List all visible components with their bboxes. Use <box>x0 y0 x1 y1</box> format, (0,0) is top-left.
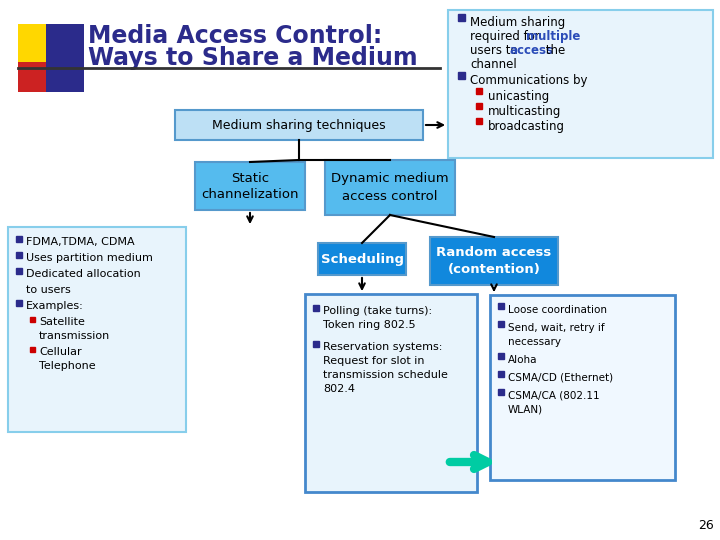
Text: Reservation systems:: Reservation systems: <box>323 342 442 352</box>
Text: Loose coordination: Loose coordination <box>508 305 607 315</box>
Text: Uses partition medium: Uses partition medium <box>26 253 153 263</box>
Text: Examples:: Examples: <box>26 301 84 311</box>
Text: 26: 26 <box>698 519 714 532</box>
Bar <box>305 294 477 492</box>
Bar <box>318 243 406 275</box>
Text: multicasting: multicasting <box>488 105 562 118</box>
Bar <box>498 303 504 309</box>
Text: Medium sharing: Medium sharing <box>470 16 565 29</box>
Bar <box>458 72 465 79</box>
Text: the: the <box>542 44 565 57</box>
Text: Satellite: Satellite <box>39 317 85 327</box>
Text: necessary: necessary <box>508 337 561 347</box>
Text: Polling (take turns):: Polling (take turns): <box>323 306 432 316</box>
Text: Communications by: Communications by <box>470 74 588 87</box>
Text: Telephone: Telephone <box>39 361 96 371</box>
Bar <box>30 347 35 352</box>
Text: Request for slot in: Request for slot in <box>323 356 425 366</box>
Text: channelization: channelization <box>202 187 299 200</box>
Text: Random access: Random access <box>436 246 552 259</box>
Text: users to: users to <box>470 44 521 57</box>
Bar <box>458 14 465 21</box>
Text: CSMA/CD (Ethernet): CSMA/CD (Ethernet) <box>508 373 613 383</box>
Text: to users: to users <box>26 285 71 295</box>
Text: WLAN): WLAN) <box>508 405 543 415</box>
Text: (contention): (contention) <box>448 264 541 276</box>
Text: required for: required for <box>470 30 544 43</box>
Text: CSMA/CA (802.11: CSMA/CA (802.11 <box>508 391 600 401</box>
Bar <box>16 252 22 258</box>
Text: multiple: multiple <box>526 30 580 43</box>
Text: Medium sharing techniques: Medium sharing techniques <box>212 118 386 132</box>
Bar <box>195 162 305 210</box>
Text: Send, wait, retry if: Send, wait, retry if <box>508 323 605 333</box>
Text: channel: channel <box>470 58 517 71</box>
Bar <box>448 10 713 158</box>
Text: Media Access Control:: Media Access Control: <box>88 24 382 48</box>
Text: Cellular: Cellular <box>39 347 81 357</box>
Text: access control: access control <box>342 190 438 203</box>
Text: Scheduling: Scheduling <box>320 253 403 266</box>
Text: transmission schedule: transmission schedule <box>323 370 448 380</box>
Bar <box>325 160 455 215</box>
Bar <box>313 305 319 311</box>
Text: Ways to Share a Medium: Ways to Share a Medium <box>88 46 418 70</box>
Bar <box>476 103 482 109</box>
Bar <box>18 24 56 62</box>
Bar <box>30 317 35 322</box>
Bar <box>498 389 504 395</box>
Bar <box>498 353 504 359</box>
Text: transmission: transmission <box>39 331 110 341</box>
Bar <box>498 321 504 327</box>
Bar <box>18 62 48 92</box>
Bar <box>490 295 675 480</box>
Bar <box>16 268 22 274</box>
Bar <box>430 237 558 285</box>
Text: unicasting: unicasting <box>488 90 549 103</box>
Bar <box>313 341 319 347</box>
Bar <box>16 300 22 306</box>
Bar <box>175 110 423 140</box>
Bar <box>46 24 84 92</box>
Text: Aloha: Aloha <box>508 355 538 365</box>
Text: broadcasting: broadcasting <box>488 120 565 133</box>
Bar <box>476 118 482 124</box>
Text: access: access <box>510 44 554 57</box>
Text: FDMA,TDMA, CDMA: FDMA,TDMA, CDMA <box>26 237 135 247</box>
Bar <box>8 227 186 432</box>
Text: Dedicated allocation: Dedicated allocation <box>26 269 140 279</box>
Bar <box>498 371 504 377</box>
Bar <box>16 236 22 242</box>
Text: Static: Static <box>231 172 269 185</box>
Text: Dynamic medium: Dynamic medium <box>331 172 449 185</box>
Text: Token ring 802.5: Token ring 802.5 <box>323 320 415 330</box>
Bar <box>476 88 482 94</box>
Text: 802.4: 802.4 <box>323 384 355 394</box>
